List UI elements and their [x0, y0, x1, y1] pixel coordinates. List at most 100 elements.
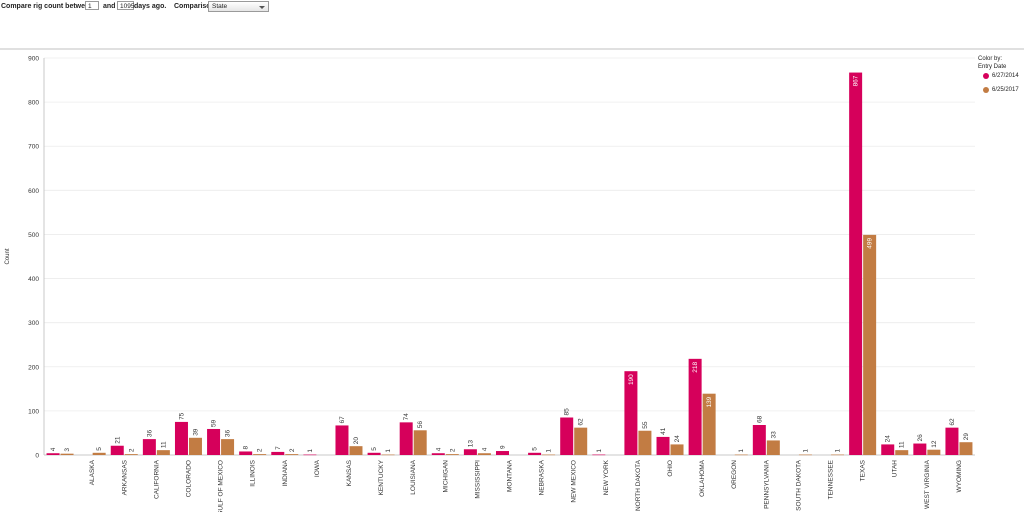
bar-2017-kentucky [381, 454, 395, 456]
y-tick-label: 500 [28, 232, 39, 239]
bar-2017-mississippi [477, 453, 491, 455]
y-tick-label: 600 [28, 188, 39, 195]
bar-2017-pennsylvania [766, 440, 780, 455]
legend-item-2017[interactable]: 6/25/2017 [978, 86, 1024, 98]
bar-2017-ohio [670, 444, 684, 455]
data-label: 2 [257, 448, 264, 452]
legend-item-2014[interactable]: 6/27/2014 [978, 72, 1024, 84]
x-tick-label: CALIFORNIA [153, 459, 160, 499]
legend-swatch-2014 [983, 73, 989, 79]
bar-2014-kentucky [367, 452, 381, 455]
and-label: and [103, 3, 116, 10]
data-label: 190 [628, 374, 635, 385]
x-tick-label: NEW YORK [603, 459, 610, 495]
bar-2017-west-virginia [927, 449, 941, 455]
bar-chart: 0 100 200 300 400 500 600 700 800 900 Count 4 3 5 ALAS… [5, 56, 975, 512]
x-tick-label: WYOMING [956, 460, 963, 493]
bar-2017-california [156, 450, 170, 455]
data-label: 29 [963, 433, 970, 441]
legend-label-2014: 6/27/2014 [992, 73, 1019, 79]
y-tick-label: 800 [28, 100, 39, 107]
data-label: 2 [289, 448, 296, 452]
x-tick-label: PENNSYLVANIA [763, 459, 770, 509]
bar-2017-tennessee [831, 454, 845, 456]
y-axis-title: Count [5, 248, 11, 264]
bar-2017-nebraska [542, 454, 556, 456]
bar-2017-illinois [253, 454, 267, 455]
days-ago-label: days ago. [134, 3, 167, 10]
data-label: 7 [275, 446, 282, 450]
data-label: 3 [64, 448, 71, 452]
bar-2014-indiana [271, 451, 285, 455]
x-tick-label: SOUTH DAKOTA [795, 459, 802, 510]
data-label: 8 [243, 445, 250, 449]
data-label: 75 [178, 412, 185, 420]
bar-2017-alaska [92, 452, 106, 455]
bar-2017-north-dakota [638, 430, 652, 455]
data-label: 62 [578, 418, 585, 426]
x-tick-label: OKLAHOMA [699, 459, 706, 497]
data-label: 67 [339, 416, 346, 424]
controls-bar: Compare rig count between 1 and 1095 day… [0, 0, 1024, 14]
bar-2017-indiana [285, 454, 299, 455]
bar-2014-oklahoma [688, 358, 702, 455]
x-tick-label: MISSISSIPPI [474, 460, 481, 499]
bar-2014-ohio [656, 436, 670, 455]
data-label: 4 [50, 447, 57, 451]
data-label: 39 [192, 428, 199, 436]
data-label: 21 [114, 436, 121, 444]
x-tick-label: TENNESSEE [828, 459, 835, 499]
comparison-by-label: Comparison By: [174, 3, 229, 10]
comparison-by-select[interactable]: State [208, 1, 269, 12]
bar-2014-west-virginia [913, 443, 927, 455]
data-label: 36 [146, 430, 153, 438]
y-tick-label: 0 [35, 453, 39, 460]
x-tick-label: NORTH DAKOTA [635, 459, 642, 511]
data-label: 1 [835, 449, 842, 453]
data-label: 24 [885, 435, 892, 443]
x-tick-label: COLORADO [185, 460, 192, 497]
bar-2014-texas [849, 72, 863, 455]
data-label: 1 [802, 449, 809, 453]
data-label: 218 [692, 361, 699, 372]
bar-2014-blank [46, 453, 60, 455]
data-label: 41 [660, 427, 667, 435]
data-label: 68 [756, 415, 763, 423]
data-label: 1 [307, 449, 314, 453]
to-days-input[interactable]: 1095 [117, 1, 134, 10]
data-label: 1 [738, 449, 745, 453]
bar-2014-kansas [335, 425, 349, 455]
legend-subtitle: Entry Date [978, 64, 1007, 70]
data-label: 12 [931, 440, 938, 448]
y-tick-label: 100 [28, 408, 39, 415]
bar-2014-wyoming [945, 427, 959, 455]
y-tick-label: 300 [28, 320, 39, 327]
x-tick-label: TEXAS [860, 459, 867, 481]
data-label: 5 [532, 447, 539, 451]
x-tick-label: UTAH [892, 460, 899, 478]
x-tick-label: ILLINOIS [250, 459, 257, 486]
data-label: 4 [435, 447, 442, 451]
x-tick-label: MONTANA [507, 459, 514, 492]
x-tick-label: OHIO [667, 460, 674, 477]
data-label: 33 [770, 431, 777, 439]
bar-2014-illinois [239, 451, 253, 455]
from-days-input[interactable]: 1 [85, 1, 99, 10]
bar-2014-louisiana [399, 422, 413, 455]
bar-2014-nebraska [528, 452, 542, 455]
x-tick-label: KENTUCKY [378, 459, 385, 495]
bar-2017-wyoming [959, 442, 973, 455]
data-label: 1 [385, 449, 392, 453]
y-tick-label: 200 [28, 364, 39, 371]
bar-2017-arkansas [124, 454, 138, 455]
data-label: 867 [853, 75, 860, 86]
x-tick-label: WEST VIRGINIA [924, 459, 931, 509]
x-tick-label: MICHIGAN [442, 460, 449, 493]
data-label: 85 [564, 408, 571, 416]
bar-2017-michigan [445, 454, 459, 455]
bar-2017-louisiana [413, 430, 427, 455]
x-tick-label: ARKANSAS [121, 459, 128, 495]
bar-2014-colorado [174, 421, 188, 455]
data-label: 1 [596, 449, 603, 453]
data-label: 2 [128, 448, 135, 452]
